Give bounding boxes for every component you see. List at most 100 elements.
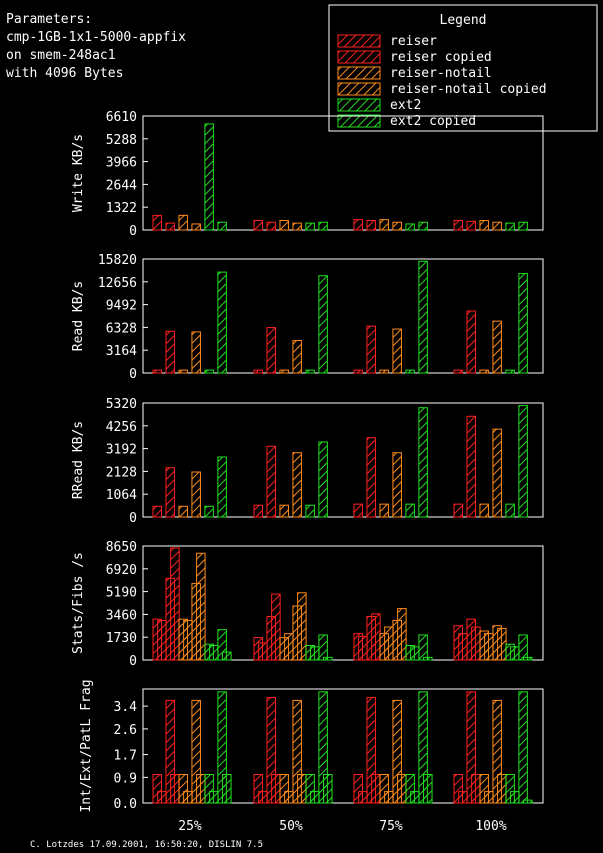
bar bbox=[518, 273, 528, 374]
bar bbox=[371, 774, 381, 804]
y-tick-label: 9492 bbox=[106, 299, 137, 314]
bar bbox=[453, 220, 463, 231]
bar bbox=[253, 504, 263, 518]
bar bbox=[217, 271, 227, 374]
bar bbox=[418, 260, 428, 374]
bar bbox=[353, 369, 363, 374]
bar bbox=[505, 222, 515, 231]
bar bbox=[497, 627, 507, 661]
bar bbox=[423, 774, 433, 804]
bar bbox=[479, 369, 489, 374]
y-tick-label: 15820 bbox=[98, 253, 137, 268]
bar bbox=[353, 219, 363, 231]
bar bbox=[384, 791, 394, 804]
y-tick-label: 3164 bbox=[106, 344, 137, 359]
bar bbox=[258, 791, 268, 804]
bar bbox=[279, 369, 289, 374]
y-axis-label: Stats/Fibs /s bbox=[71, 552, 86, 654]
x-category-label: 75% bbox=[379, 819, 403, 834]
chart-panel: 0 1730 3460 5190 6920 8650 Stats/Fibs /s bbox=[71, 540, 544, 669]
bar bbox=[305, 222, 315, 231]
y-tick-label: 6610 bbox=[106, 110, 137, 125]
bar bbox=[466, 415, 476, 518]
bar bbox=[392, 328, 402, 374]
y-tick-label: 5288 bbox=[106, 133, 137, 148]
bar bbox=[392, 452, 402, 518]
bar bbox=[323, 656, 333, 661]
y-tick-label: 3192 bbox=[106, 443, 137, 458]
bar bbox=[366, 437, 376, 518]
bar bbox=[310, 791, 320, 804]
bar bbox=[492, 428, 502, 518]
bar bbox=[266, 445, 276, 518]
bar bbox=[292, 222, 302, 231]
bar bbox=[510, 791, 520, 804]
panel-frame bbox=[142, 258, 544, 374]
y-tick-label: 0 bbox=[129, 224, 137, 239]
legend-label: ext2 bbox=[390, 98, 421, 113]
bar bbox=[157, 791, 167, 804]
bar bbox=[170, 547, 180, 661]
bar bbox=[392, 221, 402, 231]
bar bbox=[518, 691, 528, 804]
bar bbox=[222, 651, 232, 661]
x-category-label: 50% bbox=[279, 819, 303, 834]
bar bbox=[253, 369, 263, 374]
bar bbox=[453, 503, 463, 518]
panel-frame bbox=[142, 688, 544, 804]
y-tick-label: 2128 bbox=[106, 465, 137, 480]
params-line-3: on smem-248ac1 bbox=[6, 48, 116, 63]
bar bbox=[284, 791, 294, 804]
bar bbox=[418, 634, 428, 661]
bar bbox=[204, 369, 214, 374]
legend-title: Legend bbox=[440, 13, 487, 28]
panel-frame bbox=[142, 545, 544, 661]
panel-frame bbox=[142, 115, 544, 231]
bar bbox=[379, 503, 389, 518]
panel-frame bbox=[142, 402, 544, 518]
y-tick-label: 0 bbox=[129, 367, 137, 382]
bar bbox=[366, 325, 376, 374]
legend-label: reiser copied bbox=[390, 50, 492, 65]
y-tick-label: 0 bbox=[129, 511, 137, 526]
bar bbox=[358, 635, 368, 661]
bar bbox=[157, 619, 167, 661]
legend-label: reiser-notail copied bbox=[390, 82, 547, 97]
bar bbox=[323, 774, 333, 804]
bar bbox=[266, 221, 276, 231]
bar bbox=[217, 456, 227, 518]
bar bbox=[492, 320, 502, 374]
bar bbox=[497, 774, 507, 804]
bar bbox=[297, 592, 307, 661]
bar bbox=[284, 633, 294, 661]
bar bbox=[518, 405, 528, 518]
params-line-2: cmp-1GB-1x1-5000-appfix bbox=[6, 30, 186, 45]
bar bbox=[292, 340, 302, 374]
bar bbox=[318, 275, 328, 374]
bar bbox=[305, 369, 315, 374]
legend-swatch bbox=[337, 98, 381, 112]
bar bbox=[258, 642, 268, 661]
y-tick-label: 4256 bbox=[106, 420, 137, 435]
legend-swatch bbox=[337, 50, 381, 64]
y-tick-label: 0 bbox=[129, 654, 137, 669]
bar bbox=[510, 646, 520, 661]
bar bbox=[165, 222, 175, 231]
y-tick-label: 5320 bbox=[106, 397, 137, 412]
bar bbox=[310, 646, 320, 661]
bar bbox=[305, 504, 315, 518]
legend-frame bbox=[328, 4, 598, 132]
bar bbox=[279, 220, 289, 231]
y-tick-label: 3.4 bbox=[114, 700, 138, 715]
y-tick-label: 1.7 bbox=[114, 749, 137, 764]
y-tick-label: 1322 bbox=[106, 201, 137, 216]
bar bbox=[292, 452, 302, 518]
y-axis-label: RRead KB/s bbox=[71, 421, 86, 499]
bar bbox=[397, 608, 407, 661]
bar bbox=[204, 123, 214, 231]
bar bbox=[492, 221, 502, 231]
bar bbox=[271, 774, 281, 804]
bar bbox=[170, 774, 180, 804]
footer-credit: C. Lotzdes 17.09.2001, 16:50:20, DISLIN … bbox=[30, 840, 263, 850]
